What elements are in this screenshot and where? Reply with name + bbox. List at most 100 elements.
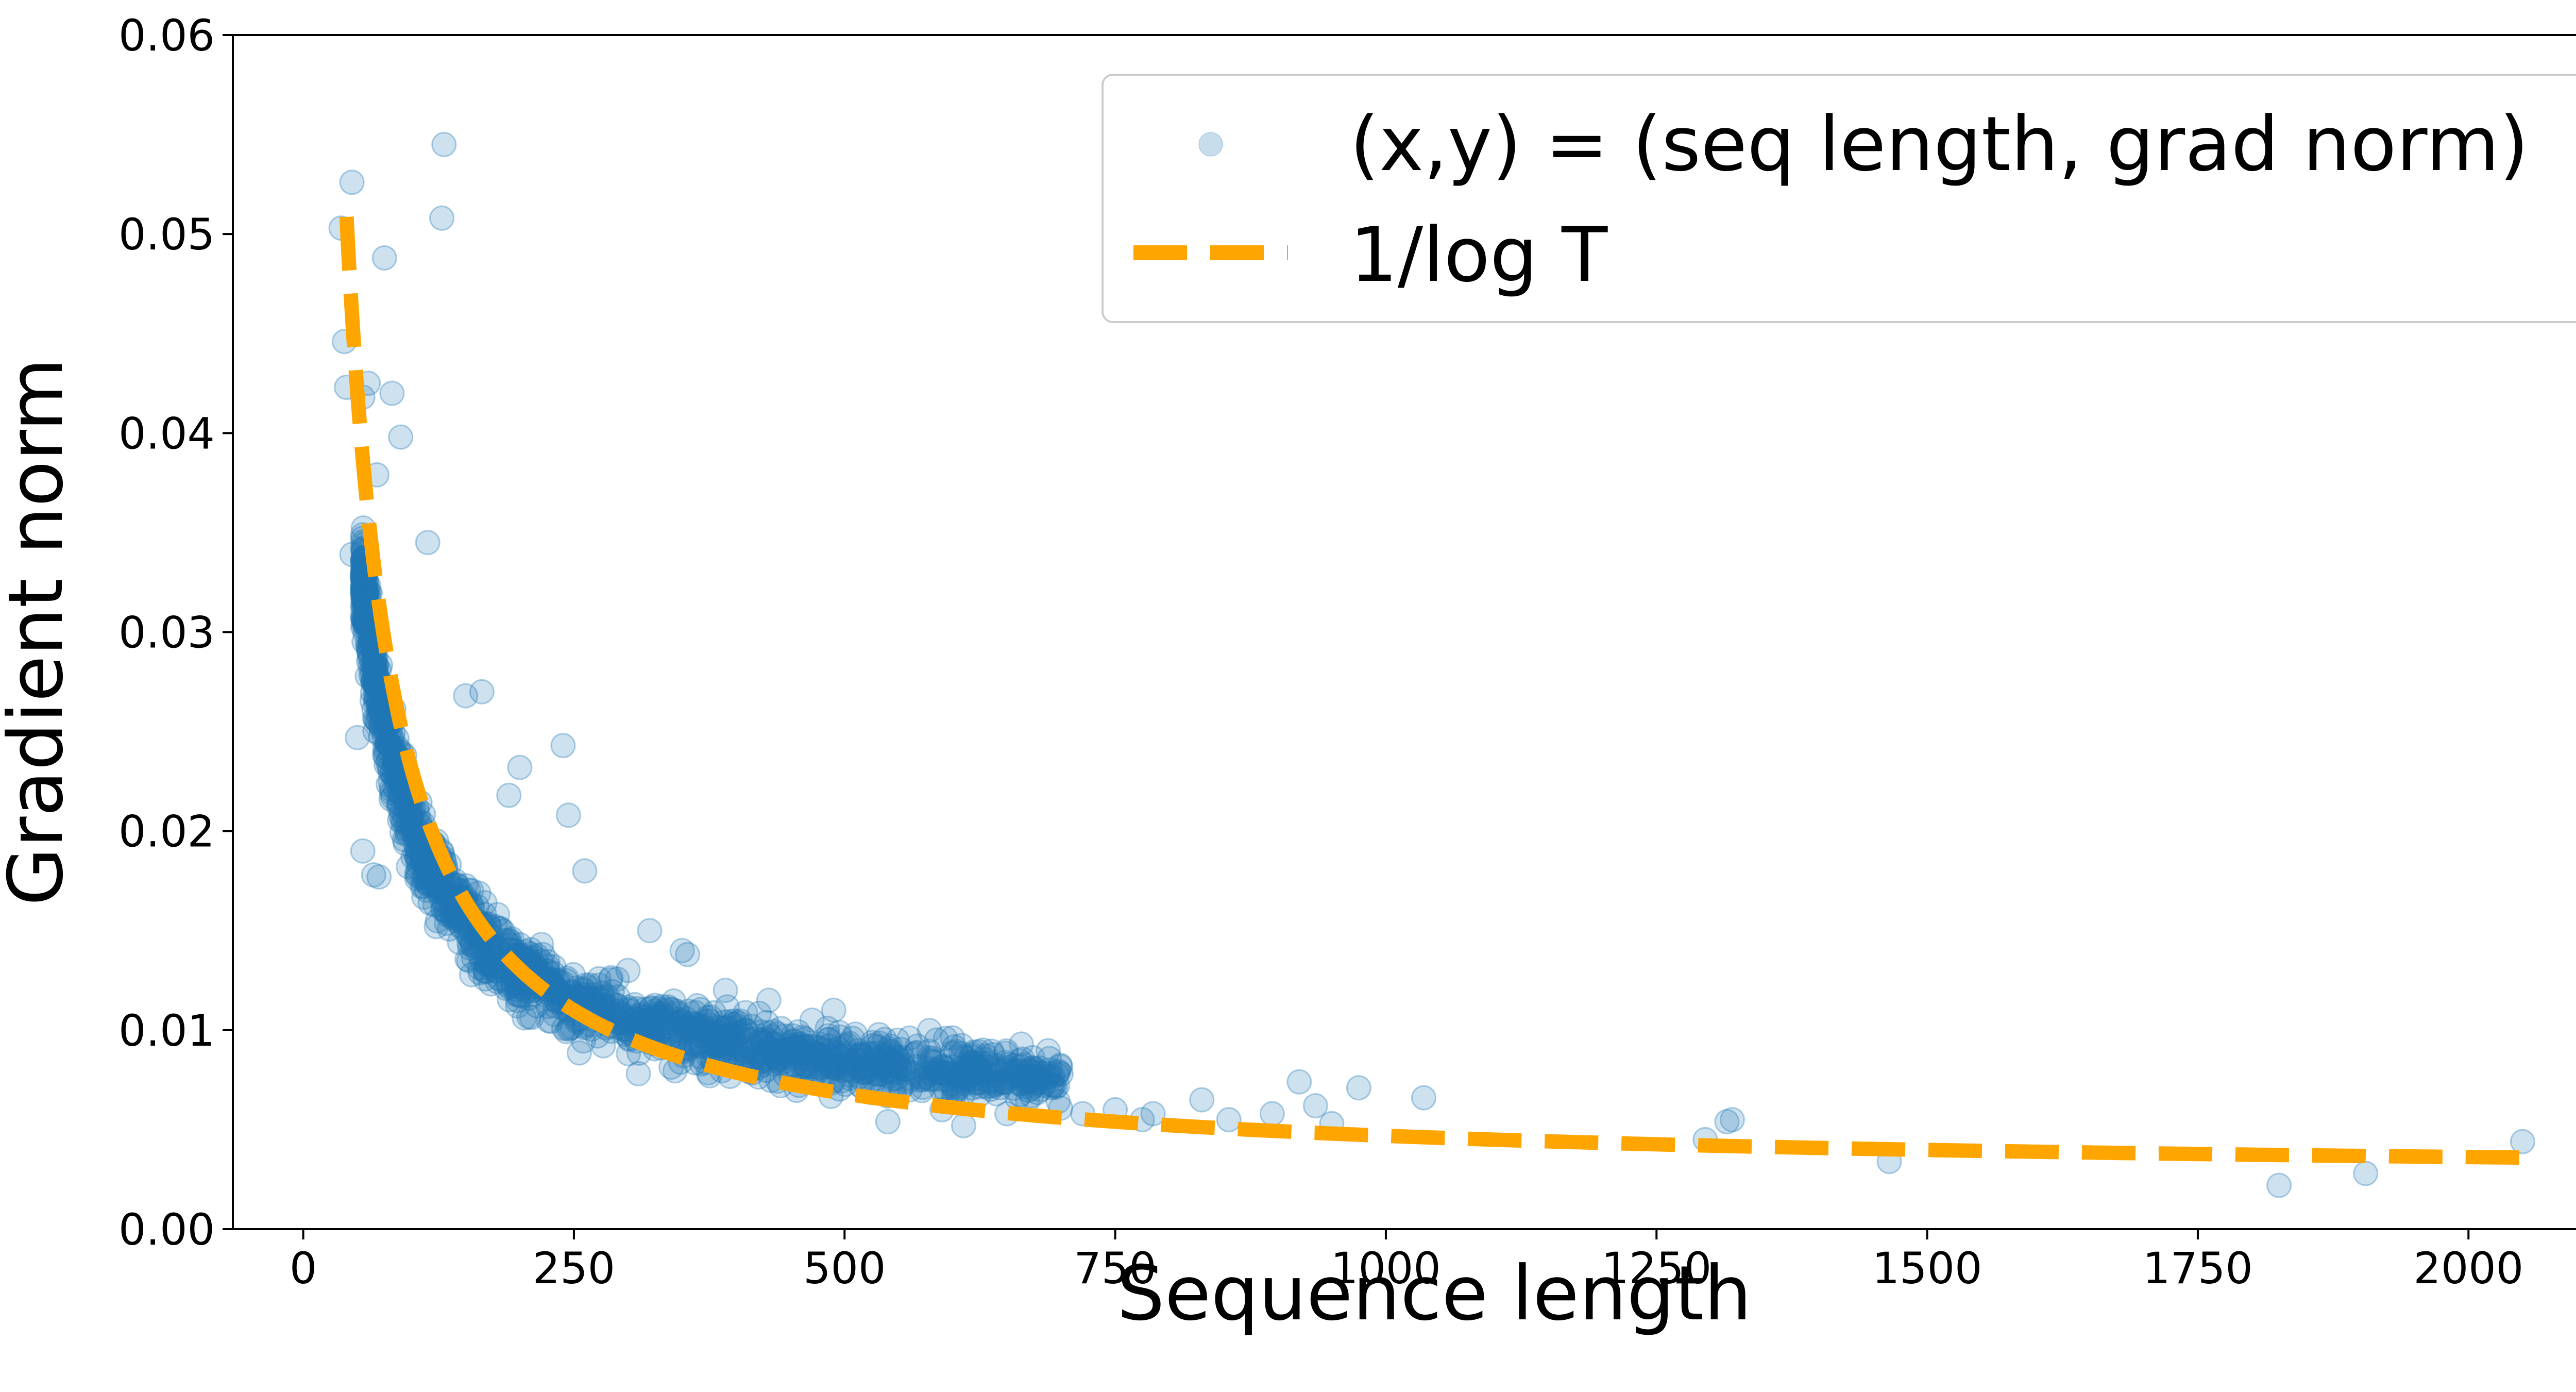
scatter-point	[483, 934, 509, 960]
scatter-point	[863, 1041, 889, 1066]
scatter-point	[758, 1036, 784, 1062]
scatter-point	[783, 1051, 808, 1077]
scatter-point	[728, 1036, 754, 1062]
scatter-point	[910, 1075, 936, 1100]
scatter-point	[472, 958, 498, 984]
scatter-point	[616, 996, 642, 1022]
scatter-point	[413, 865, 438, 891]
scatter-point	[1016, 1077, 1042, 1103]
scatter-point	[979, 1068, 1005, 1094]
scatter-point	[800, 1039, 825, 1065]
scatter-point	[350, 583, 376, 609]
scatter-point	[363, 653, 389, 679]
scatter-point	[430, 878, 456, 904]
scatter-point	[377, 730, 402, 756]
scatter-point	[772, 1023, 798, 1049]
scatter-point	[711, 1023, 737, 1048]
scatter-point	[648, 1007, 674, 1032]
scatter-point	[554, 965, 580, 991]
scatter-point	[379, 777, 404, 802]
scatter-point	[1047, 1052, 1073, 1078]
scatter-point	[616, 998, 642, 1024]
scatter-point	[504, 977, 530, 1002]
scatter-point	[360, 652, 386, 678]
scatter-point	[361, 862, 386, 888]
scatter-point	[432, 889, 458, 915]
scatter-point	[689, 1023, 715, 1049]
scatter-point	[722, 1015, 748, 1041]
scatter-point	[350, 575, 376, 601]
scatter-point	[460, 929, 485, 954]
scatter-point	[779, 1028, 805, 1054]
scatter-point	[933, 1026, 958, 1051]
scatter-point	[350, 614, 376, 640]
scatter-point	[950, 1060, 976, 1086]
scatter-point	[522, 945, 547, 970]
scatter-point	[481, 953, 506, 979]
scatter-point	[904, 1053, 930, 1079]
scatter-point	[685, 1016, 710, 1042]
scatter-point	[546, 979, 572, 1004]
scatter-point	[416, 860, 442, 886]
scatter-point	[590, 988, 616, 1014]
scatter-point	[815, 1015, 840, 1041]
scatter-point	[1006, 1064, 1032, 1089]
scatter-point	[1037, 1046, 1062, 1071]
scatter-point	[387, 808, 413, 833]
scatter-point	[388, 803, 414, 829]
scatter-point	[807, 1055, 833, 1081]
scatter-point	[434, 878, 460, 904]
scatter-point	[1026, 1063, 1052, 1088]
scatter-point	[909, 1065, 935, 1091]
scatter-point	[909, 1078, 935, 1103]
scatter-point	[947, 1060, 973, 1086]
scatter-point	[1024, 1070, 1049, 1096]
scatter-point	[670, 1008, 696, 1033]
scatter-point	[359, 661, 385, 686]
scatter-point	[964, 1056, 990, 1082]
scatter-point	[352, 580, 378, 606]
scatter-point	[1008, 1031, 1034, 1057]
scatter-point	[827, 1024, 853, 1050]
scatter-point	[355, 648, 381, 674]
scatter-point	[496, 970, 521, 996]
scatter-point	[951, 1113, 976, 1138]
scatter-point	[788, 1035, 814, 1061]
scatter-point	[968, 1050, 994, 1076]
scatter-point	[362, 654, 387, 680]
scatter-point	[961, 1039, 987, 1065]
scatter-point	[393, 796, 419, 822]
scatter-point	[883, 1066, 909, 1092]
scatter-point	[429, 205, 455, 231]
scatter-point	[733, 1018, 759, 1043]
scatter-point	[540, 960, 566, 986]
scatter-point	[389, 819, 415, 845]
scatter-point	[705, 1020, 731, 1046]
curve-line	[339, 216, 2523, 1165]
scatter-point	[386, 791, 412, 817]
scatter-point	[675, 998, 701, 1024]
scatter-point	[402, 841, 428, 866]
scatter-point	[865, 1061, 890, 1087]
scatter-point	[794, 1033, 820, 1059]
scatter-point	[735, 1028, 761, 1053]
scatter-point	[1005, 1059, 1030, 1084]
scatter-point	[561, 962, 586, 987]
scatter-point	[802, 1044, 828, 1070]
scatter-point	[862, 1047, 888, 1073]
scatter-point	[896, 1066, 922, 1092]
scatter-point	[952, 1061, 978, 1087]
scatter-point	[759, 1031, 785, 1056]
scatter-point	[1020, 1064, 1046, 1089]
scatter-point	[542, 1001, 567, 1027]
scatter-point	[959, 1044, 985, 1069]
scatter-point	[962, 1052, 988, 1078]
scatter-point	[719, 1020, 744, 1046]
scatter-point	[940, 1025, 965, 1051]
scatter-point	[379, 760, 405, 786]
scatter-point	[849, 1041, 874, 1066]
scatter-point	[544, 968, 569, 994]
scatter-point	[351, 580, 377, 606]
scatter-point	[420, 873, 446, 898]
scatter-point	[439, 904, 465, 930]
